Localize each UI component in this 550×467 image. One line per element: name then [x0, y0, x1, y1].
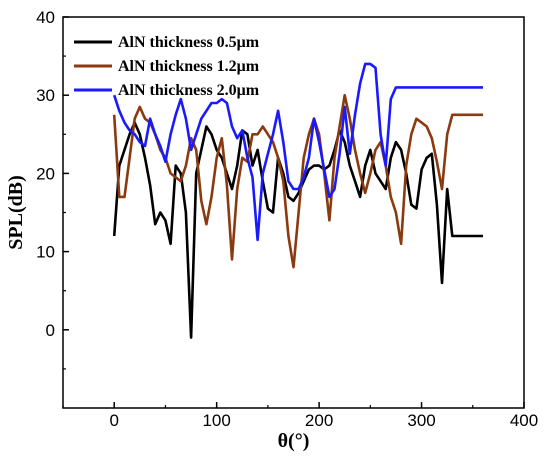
y-axis-title: SPL(dB)	[5, 175, 27, 249]
y-tick-label: 40	[36, 8, 55, 27]
y-tick-label: 0	[46, 321, 55, 340]
x-tick-label: 400	[510, 411, 538, 430]
x-tick-label: 100	[202, 411, 230, 430]
legend: AlN thickness 0.5μm AlN thickness 1.2μm Al…	[74, 34, 260, 99]
plot-frame	[62, 16, 525, 409]
x-axis-title: θ(°)	[278, 430, 310, 452]
legend-label-1: AlN thickness 0.5μm	[118, 34, 260, 51]
series-layer	[112, 62, 483, 339]
y-tick-label: 20	[36, 164, 55, 183]
ticks-layer: 0 100 200 300 400 0 10 20 30 40	[36, 8, 538, 430]
y-tick-label: 10	[36, 243, 55, 262]
x-tick-label: 200	[305, 411, 333, 430]
x-tick-label: 0	[109, 411, 118, 430]
x-tick-label: 300	[407, 411, 435, 430]
legend-label-2: AlN thickness 1.2μm	[118, 58, 260, 75]
series-line-3	[112, 62, 483, 242]
legend-label-3: AlN thickness 2.0μm	[118, 82, 260, 99]
series-line-1	[112, 121, 483, 339]
series-line-2	[112, 93, 483, 269]
y-tick-label: 30	[36, 86, 55, 105]
